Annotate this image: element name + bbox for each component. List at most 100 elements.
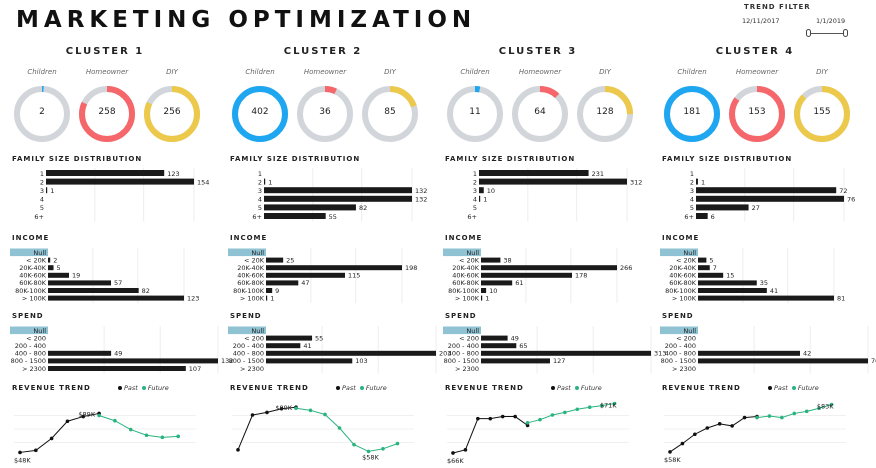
bar[interactable] bbox=[481, 350, 651, 356]
bar[interactable] bbox=[266, 295, 268, 301]
future-revenue-point[interactable] bbox=[575, 407, 580, 412]
donut-chart[interactable] bbox=[660, 82, 724, 146]
bar[interactable] bbox=[264, 213, 326, 219]
donut-chart[interactable] bbox=[358, 82, 422, 146]
bar[interactable] bbox=[481, 358, 550, 364]
bar[interactable] bbox=[48, 280, 112, 286]
bar[interactable] bbox=[481, 295, 483, 301]
bar[interactable] bbox=[48, 358, 218, 364]
bar[interactable] bbox=[481, 272, 573, 278]
donut-chart[interactable] bbox=[573, 82, 637, 146]
bar[interactable] bbox=[698, 257, 707, 263]
future-revenue-point[interactable] bbox=[97, 413, 101, 418]
past-revenue-point[interactable] bbox=[730, 424, 734, 428]
bar[interactable] bbox=[696, 213, 708, 219]
trend-filter-end-handle[interactable] bbox=[843, 29, 848, 37]
bar[interactable] bbox=[479, 178, 627, 185]
past-revenue-point[interactable] bbox=[451, 451, 455, 455]
past-revenue-point[interactable] bbox=[668, 450, 672, 454]
bar[interactable] bbox=[481, 335, 508, 341]
past-revenue-point[interactable] bbox=[742, 415, 747, 420]
bar[interactable] bbox=[698, 295, 834, 301]
bar[interactable] bbox=[481, 265, 617, 271]
future-revenue-point[interactable] bbox=[755, 415, 759, 420]
past-revenue-point[interactable] bbox=[18, 450, 22, 455]
bar[interactable] bbox=[698, 358, 868, 364]
bar[interactable] bbox=[698, 280, 757, 286]
past-revenue-point[interactable] bbox=[500, 414, 505, 419]
future-revenue-point[interactable] bbox=[294, 406, 298, 411]
bar[interactable] bbox=[48, 288, 139, 293]
past-revenue-point[interactable] bbox=[279, 406, 284, 411]
bar[interactable] bbox=[46, 187, 48, 194]
donut-chart[interactable] bbox=[293, 82, 357, 146]
bar[interactable] bbox=[264, 195, 412, 202]
bar[interactable] bbox=[266, 335, 313, 341]
trend-filter-track[interactable] bbox=[808, 33, 846, 34]
future-revenue-point[interactable] bbox=[829, 402, 834, 407]
bar[interactable] bbox=[48, 366, 186, 371]
past-revenue-point[interactable] bbox=[463, 448, 468, 452]
future-revenue-point[interactable] bbox=[600, 403, 604, 408]
future-revenue-point[interactable] bbox=[525, 421, 530, 425]
bar[interactable] bbox=[266, 272, 345, 278]
bar[interactable] bbox=[479, 195, 481, 202]
past-revenue-point[interactable] bbox=[250, 413, 255, 417]
bar[interactable] bbox=[481, 257, 501, 263]
bar[interactable] bbox=[266, 288, 273, 293]
past-revenue-point[interactable] bbox=[680, 441, 685, 446]
future-revenue-point[interactable] bbox=[563, 410, 567, 415]
donut-chart[interactable] bbox=[75, 82, 139, 146]
bar[interactable] bbox=[481, 343, 517, 349]
bar[interactable] bbox=[266, 257, 284, 263]
past-revenue-point[interactable] bbox=[65, 419, 70, 424]
bar[interactable] bbox=[266, 350, 436, 356]
past-revenue-point[interactable] bbox=[717, 422, 722, 426]
donut-chart[interactable] bbox=[790, 82, 854, 146]
bar[interactable] bbox=[266, 343, 301, 349]
bar[interactable] bbox=[48, 257, 51, 263]
bar[interactable] bbox=[479, 170, 589, 176]
future-revenue-point[interactable] bbox=[587, 405, 592, 409]
bar[interactable] bbox=[479, 187, 484, 194]
bar[interactable] bbox=[698, 350, 800, 356]
past-revenue-point[interactable] bbox=[705, 426, 710, 430]
past-revenue-point[interactable] bbox=[525, 423, 530, 428]
past-revenue-point[interactable] bbox=[476, 416, 480, 421]
past-revenue-point[interactable] bbox=[81, 414, 86, 419]
future-revenue-point[interactable] bbox=[538, 417, 542, 422]
bar[interactable] bbox=[48, 272, 70, 278]
future-revenue-point[interactable] bbox=[550, 413, 555, 417]
bar[interactable] bbox=[264, 204, 356, 211]
donut-chart[interactable] bbox=[140, 82, 204, 146]
bar[interactable] bbox=[264, 187, 412, 194]
future-revenue-point[interactable] bbox=[780, 415, 784, 420]
bar[interactable] bbox=[266, 280, 299, 286]
bar[interactable] bbox=[266, 265, 402, 271]
past-revenue-point[interactable] bbox=[488, 416, 493, 421]
bar[interactable] bbox=[48, 350, 112, 356]
future-revenue-point[interactable] bbox=[366, 449, 371, 454]
bar[interactable] bbox=[698, 265, 710, 271]
bar[interactable] bbox=[481, 288, 487, 293]
donut-chart[interactable] bbox=[228, 82, 292, 146]
past-revenue-point[interactable] bbox=[265, 410, 269, 415]
bar[interactable] bbox=[48, 295, 184, 301]
past-revenue-point[interactable] bbox=[34, 448, 38, 453]
donut-chart[interactable] bbox=[725, 82, 789, 146]
bar[interactable] bbox=[698, 272, 724, 278]
bar[interactable] bbox=[46, 178, 194, 185]
future-revenue-point[interactable] bbox=[381, 447, 385, 451]
bar[interactable] bbox=[696, 204, 749, 211]
future-revenue-point[interactable] bbox=[337, 426, 342, 430]
donut-chart[interactable] bbox=[10, 82, 74, 146]
bar[interactable] bbox=[698, 288, 767, 293]
future-revenue-point[interactable] bbox=[352, 442, 356, 447]
donut-chart[interactable] bbox=[443, 82, 507, 146]
future-revenue-point[interactable] bbox=[323, 412, 327, 417]
future-revenue-point[interactable] bbox=[128, 427, 133, 432]
bar[interactable] bbox=[264, 178, 266, 185]
trend-filter-start-handle[interactable] bbox=[806, 29, 811, 37]
future-revenue-point[interactable] bbox=[817, 406, 821, 411]
past-revenue-point[interactable] bbox=[513, 414, 517, 419]
